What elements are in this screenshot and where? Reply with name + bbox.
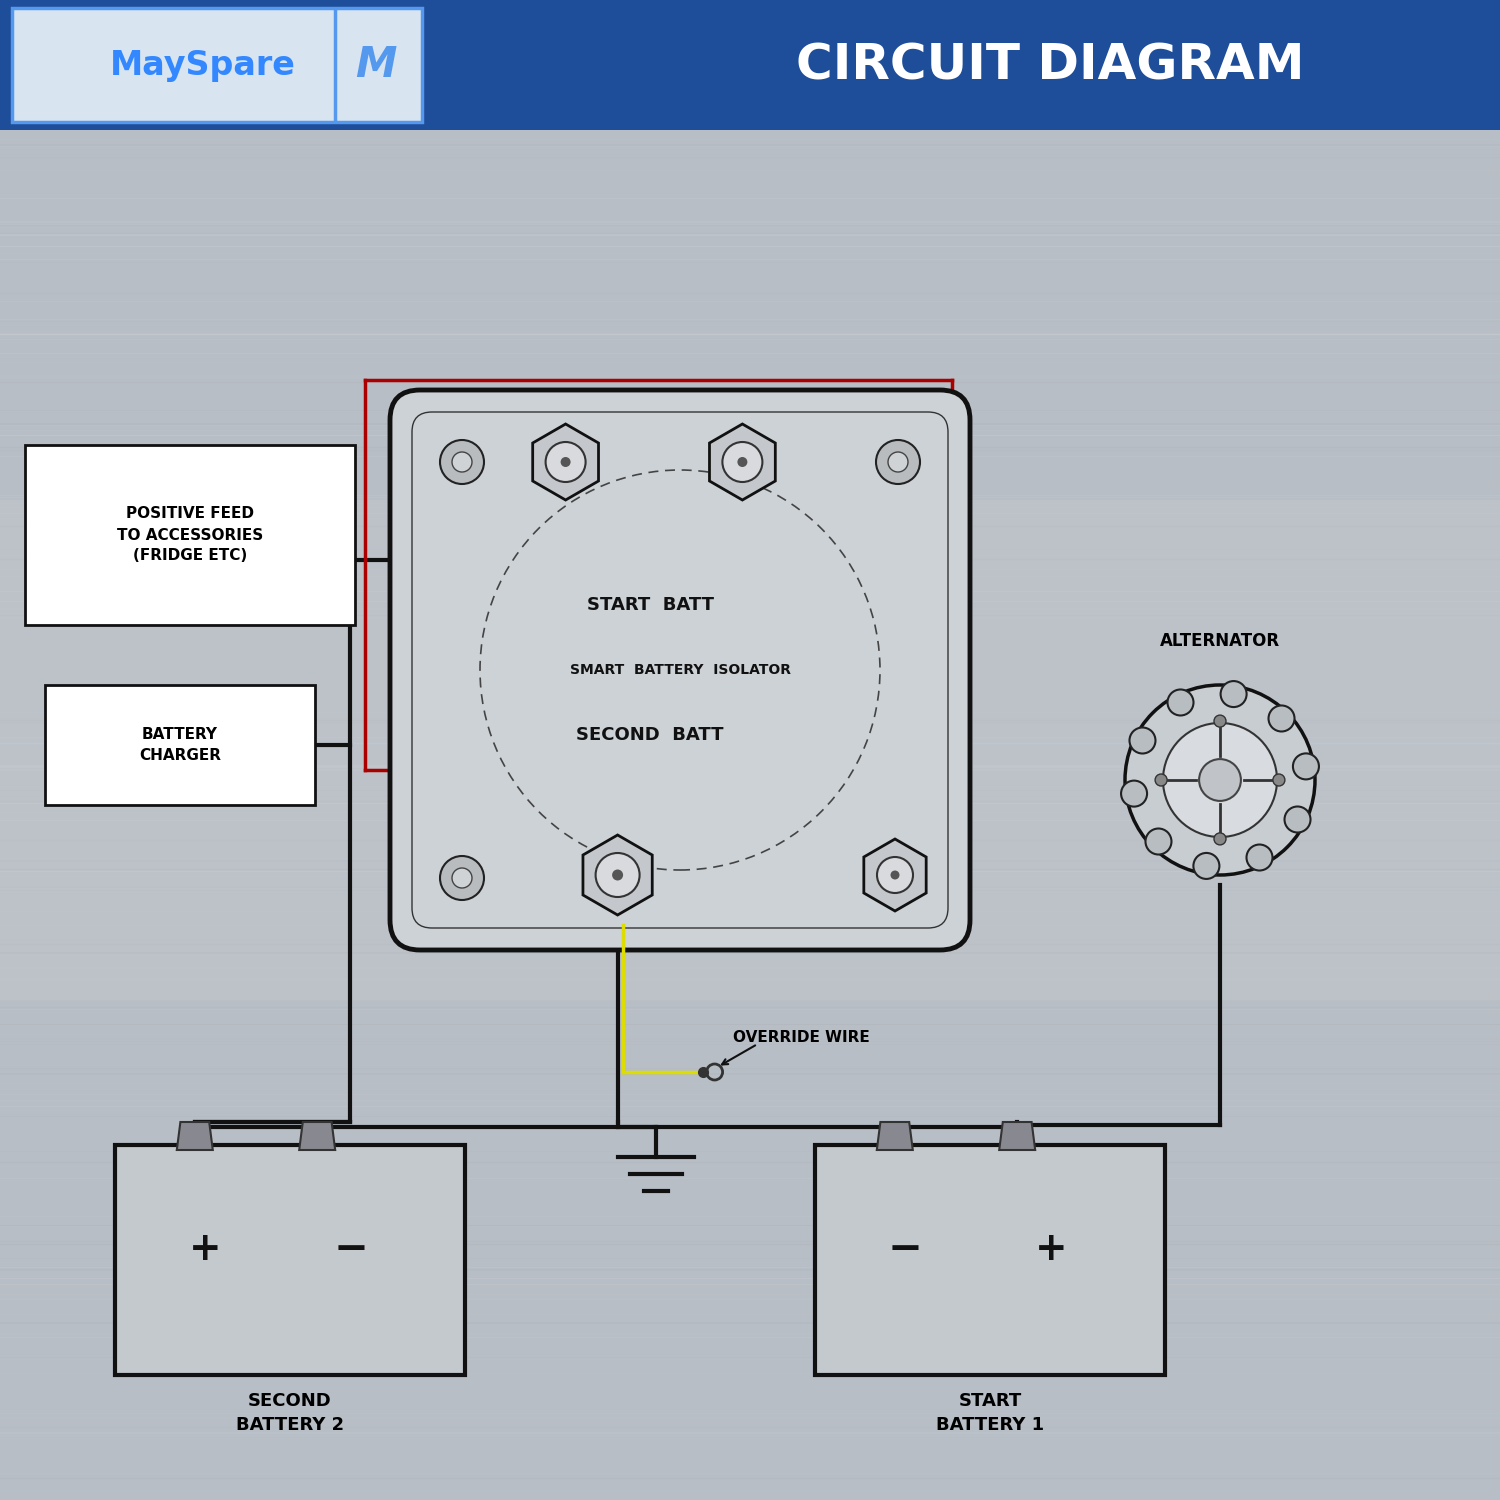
Circle shape <box>440 440 485 485</box>
Circle shape <box>1246 844 1272 870</box>
Text: SECOND  BATT: SECOND BATT <box>576 726 724 744</box>
Text: POSITIVE FEED
TO ACCESSORIES
(FRIDGE ETC): POSITIVE FEED TO ACCESSORIES (FRIDGE ETC… <box>117 507 262 564</box>
Text: M: M <box>356 44 396 86</box>
Circle shape <box>1155 774 1167 786</box>
Circle shape <box>1130 728 1155 753</box>
Bar <box>0 500 1500 1000</box>
Text: OVERRIDE WIRE: OVERRIDE WIRE <box>732 1029 870 1044</box>
Circle shape <box>1214 833 1225 844</box>
Circle shape <box>546 442 585 482</box>
Circle shape <box>891 870 900 879</box>
Circle shape <box>1214 716 1225 728</box>
Text: START  BATT: START BATT <box>586 596 714 613</box>
Circle shape <box>738 458 747 466</box>
Circle shape <box>723 442 762 482</box>
Text: CIRCUIT DIAGRAM: CIRCUIT DIAGRAM <box>795 40 1304 88</box>
Circle shape <box>888 868 908 888</box>
Circle shape <box>1198 759 1240 801</box>
Text: −: − <box>334 1228 369 1270</box>
Bar <box>0 0 1500 130</box>
Text: ALTERNATOR: ALTERNATOR <box>1160 632 1280 650</box>
Polygon shape <box>878 1122 914 1150</box>
Circle shape <box>1146 828 1172 855</box>
Circle shape <box>876 440 920 485</box>
Text: MaySpare: MaySpare <box>110 48 296 81</box>
Text: SMART  BATTERY  ISOLATOR: SMART BATTERY ISOLATOR <box>570 663 790 676</box>
Circle shape <box>440 856 485 900</box>
FancyBboxPatch shape <box>26 446 355 626</box>
Circle shape <box>561 458 570 466</box>
Circle shape <box>888 452 908 472</box>
FancyBboxPatch shape <box>815 1144 1166 1376</box>
Text: −: − <box>888 1228 922 1270</box>
Text: SECOND
BATTERY 2: SECOND BATTERY 2 <box>236 1392 344 1434</box>
Circle shape <box>452 452 472 472</box>
Polygon shape <box>864 839 926 910</box>
Circle shape <box>1120 780 1148 807</box>
Circle shape <box>1221 681 1246 706</box>
Circle shape <box>1194 853 1219 879</box>
Text: +: + <box>1035 1230 1068 1268</box>
FancyBboxPatch shape <box>390 390 970 950</box>
Polygon shape <box>710 424 776 500</box>
Text: +: + <box>189 1230 222 1268</box>
Polygon shape <box>298 1122 334 1150</box>
Text: BATTERY
CHARGER: BATTERY CHARGER <box>140 728 220 764</box>
Circle shape <box>1269 705 1294 732</box>
Circle shape <box>1125 686 1316 874</box>
FancyBboxPatch shape <box>45 686 315 806</box>
Circle shape <box>876 856 920 900</box>
Circle shape <box>1167 690 1194 715</box>
Circle shape <box>878 856 914 892</box>
FancyBboxPatch shape <box>12 8 422 122</box>
Circle shape <box>612 870 622 880</box>
Circle shape <box>1274 774 1286 786</box>
Polygon shape <box>177 1122 213 1150</box>
Circle shape <box>596 853 639 897</box>
FancyBboxPatch shape <box>116 1144 465 1376</box>
Text: START
BATTERY 1: START BATTERY 1 <box>936 1392 1044 1434</box>
Circle shape <box>452 868 472 888</box>
Polygon shape <box>532 424 598 500</box>
Polygon shape <box>999 1122 1035 1150</box>
Circle shape <box>1284 807 1311 832</box>
Circle shape <box>1162 723 1276 837</box>
Circle shape <box>1293 753 1318 780</box>
Polygon shape <box>584 836 652 915</box>
